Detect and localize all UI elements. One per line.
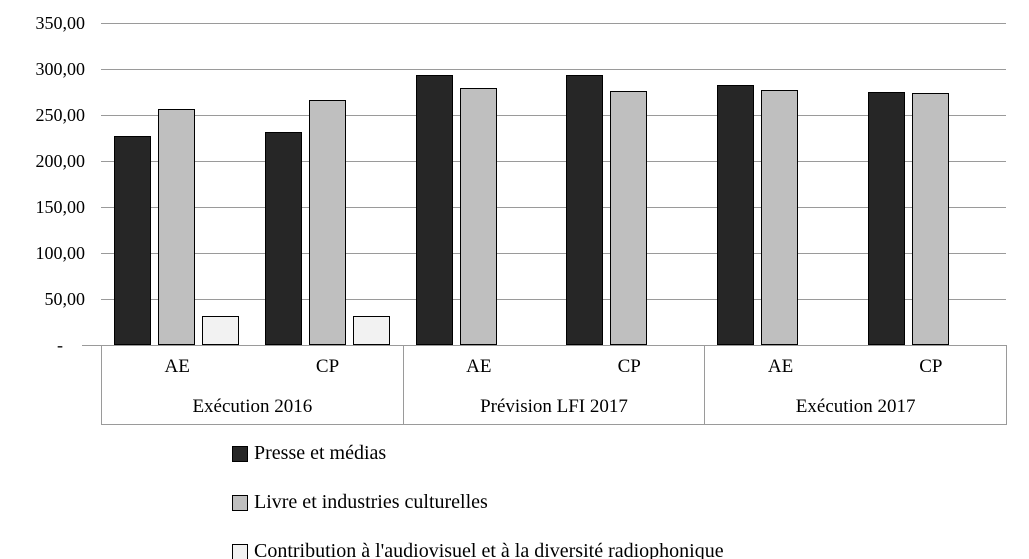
bar-slot-cp-group1 (252, 100, 403, 345)
y-axis-tick-label: 150,00 (35, 197, 86, 217)
bar-livre-et-industries-culturelles (761, 90, 799, 345)
category-group: AE CP Prévision LFI 2017 (404, 345, 706, 424)
subcategory-row: AE CP (102, 345, 403, 389)
bar-slot-cp-group3 (855, 92, 1006, 345)
bar-livre-et-industries-culturelles (157, 109, 195, 345)
bar-contribution-audiovisuel (201, 316, 239, 345)
bar-presse-et-medias (264, 132, 302, 345)
y-axis: 350,00 300,00 250,00 200,00 150,00 100,00 50,0… (0, 0, 86, 370)
subcategory-label: CP (919, 356, 943, 377)
bar-presse-et-medias (415, 75, 453, 345)
bar-livre-et-industries-culturelles (912, 93, 950, 345)
bar-livre-et-industries-culturelles (610, 91, 648, 345)
legend-swatch-presse-et-medias (232, 445, 248, 462)
subcategory-row: AE CP (404, 345, 705, 389)
category-label: Prévision LFI 2017 (480, 395, 628, 417)
y-axis-tick-label: 250,00 (35, 105, 86, 125)
bar-presse-et-medias (868, 92, 906, 345)
bar-presse-et-medias (113, 136, 151, 345)
y-axis-tick-label: 350,00 (35, 13, 86, 33)
y-axis-tick-label: 200,00 (35, 151, 86, 171)
category-group: AE CP Exécution 2017 (705, 345, 1008, 424)
bar-contribution-audiovisuel (352, 316, 390, 345)
subcategory-label: AE (164, 356, 190, 377)
legend-swatch-contribution-audiovisuel (232, 543, 248, 559)
gridline (101, 69, 1006, 70)
bar-presse-et-medias (566, 75, 604, 345)
subcategory-label: AE (466, 356, 492, 377)
legend-item: Livre et industries culturelles (232, 490, 724, 515)
bar-slot-ae-group3 (704, 85, 855, 345)
legend-swatch-livre-et-industries-culturelles (232, 494, 248, 511)
gridline (101, 299, 1006, 300)
gridline (101, 23, 1006, 24)
y-axis-tick-label: - (57, 335, 63, 355)
bar-slot-ae-group2 (403, 75, 554, 345)
category-label: Exécution 2017 (795, 395, 916, 417)
bar-presse-et-medias (717, 85, 755, 345)
legend-label: Livre et industries culturelles (254, 491, 488, 513)
y-axis-tick-label: 300,00 (35, 59, 86, 79)
legend-item: Contribution à l'audiovisuel et à la div… (232, 539, 724, 559)
legend-item: Presse et médias (232, 441, 724, 466)
bar-slot-cp-group2 (553, 75, 704, 345)
category-group: AE CP Exécution 2016 (102, 345, 404, 424)
gridline (101, 161, 1006, 162)
category-label: Exécution 2016 (192, 395, 313, 417)
x-axis-baseline-tick (82, 345, 101, 346)
bar-livre-et-industries-culturelles (459, 88, 497, 345)
legend: Presse et médias Livre et industries cult… (232, 441, 724, 559)
legend-label: Presse et médias (254, 442, 387, 464)
bar-slot-ae-group1 (101, 109, 252, 345)
y-axis-tick-label: 50,00 (44, 289, 86, 309)
subcategory-row: AE CP (705, 345, 1006, 389)
y-axis-tick-label: 100,00 (35, 243, 86, 263)
legend-label: Contribution à l'audiovisuel et à la div… (254, 540, 724, 559)
bar-livre-et-industries-culturelles (308, 100, 346, 345)
bars-layer (101, 23, 1006, 345)
gridline (101, 207, 1006, 208)
x-axis: AE CP Exécution 2016 AE CP Prévision LFI 2017… (101, 345, 1008, 425)
gridline (101, 115, 1006, 116)
plot-area (101, 23, 1006, 346)
subcategory-label: CP (617, 356, 641, 377)
subcategory-label: CP (315, 356, 340, 377)
gridline (101, 253, 1006, 254)
subcategory-label: AE (767, 356, 794, 377)
